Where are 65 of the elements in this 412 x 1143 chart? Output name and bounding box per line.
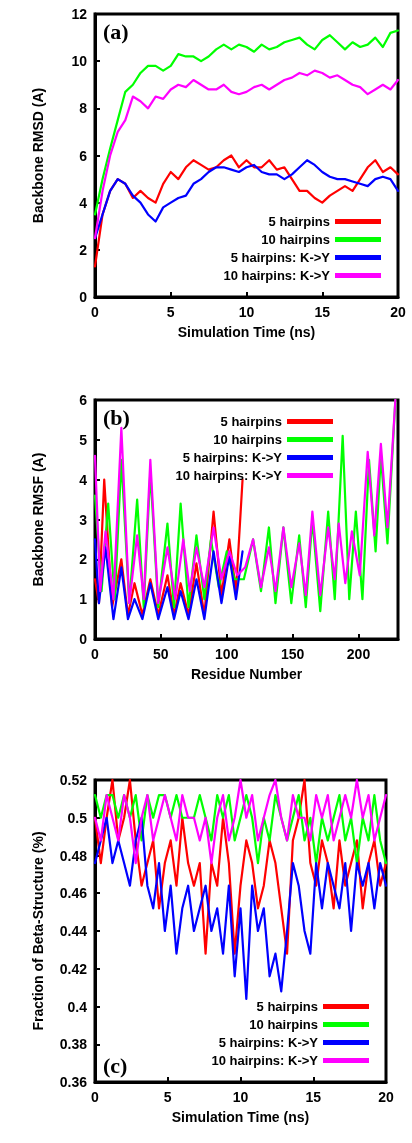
y-tick-label: 0.4	[67, 998, 88, 1015]
x-tick-label: 10	[232, 1089, 249, 1105]
line-series	[93, 154, 400, 268]
x-tick-label: 5	[163, 1089, 172, 1105]
x-tick-label: 20	[378, 1089, 394, 1105]
y-tick-label: 0.46	[59, 885, 88, 902]
legend-label: 5 hairpins	[256, 999, 318, 1014]
x-tick-label: 150	[280, 646, 305, 662]
legend-label: 10 hairpins: K->Y	[223, 268, 331, 283]
y-tick-label: 0.52	[59, 772, 88, 788]
y-tick-label: 0.48	[59, 847, 88, 864]
x-tick-label: 50	[153, 646, 169, 662]
annotation: (c)	[103, 1052, 128, 1078]
line-series	[93, 794, 388, 865]
y-axis-title: Backbone RMSD (A)	[30, 87, 46, 224]
line-series	[93, 778, 388, 955]
y-tick-label: 0	[79, 631, 88, 647]
legend-label: 5 hairpins	[268, 214, 330, 229]
x-tick-label: 0	[91, 304, 100, 320]
legend-label: 10 hairpins	[249, 1017, 318, 1032]
y-tick-label: 2	[79, 551, 88, 568]
y-axis-title: Backbone RMSF (A)	[30, 452, 46, 587]
y-tick-label: 2	[79, 241, 88, 258]
y-tick-label: 0.44	[59, 923, 88, 939]
legend-label: 5 hairpins: K->Y	[218, 1035, 319, 1050]
y-tick-label: 4	[79, 471, 88, 488]
y-tick-label: 4	[79, 194, 88, 211]
x-axis-title: Residue Number	[190, 666, 303, 682]
y-tick-label: 5	[79, 431, 88, 448]
y-tick-label: 0.5	[67, 809, 88, 826]
y-tick-label: 1	[79, 591, 88, 608]
x-tick-label: 200	[346, 646, 371, 662]
legend-label: 10 hairpins	[261, 232, 330, 247]
legend-label: 5 hairpins	[220, 414, 282, 429]
y-tick-label: 12	[71, 6, 88, 22]
x-tick-label: 15	[305, 1089, 322, 1105]
x-tick-label: 10	[238, 304, 255, 320]
legend-label: 5 hairpins: K->Y	[182, 450, 283, 465]
line-series	[93, 778, 388, 865]
legend-label: 10 hairpins: K->Y	[175, 468, 283, 483]
y-tick-label: 0	[79, 289, 88, 305]
line-series	[93, 816, 388, 1001]
x-tick-label: 5	[166, 304, 175, 320]
y-tick-label: 0.38	[59, 1036, 88, 1053]
x-tick-label: 0	[91, 1089, 100, 1105]
y-tick-label: 8	[79, 100, 88, 117]
legend-label: 10 hairpins	[213, 432, 282, 447]
y-tick-label: 10	[71, 53, 88, 70]
x-tick-label: 20	[390, 304, 406, 320]
y-tick-label: 6	[79, 147, 88, 164]
annotation: (a)	[103, 18, 129, 44]
y-tick-label: 6	[79, 392, 88, 408]
y-axis-title: Fraction of Beta-Structure (%)	[30, 831, 46, 1031]
legend-label: 5 hairpins: K->Y	[230, 250, 331, 265]
y-tick-label: 3	[79, 511, 88, 528]
annotation: (b)	[103, 404, 130, 430]
legend-label: 10 hairpins: K->Y	[211, 1053, 319, 1068]
x-tick-label: 100	[215, 646, 239, 662]
y-tick-label: 0.42	[59, 960, 88, 977]
x-axis-title: Simulation Time (ns)	[177, 324, 316, 340]
x-tick-label: 0	[91, 646, 100, 662]
x-tick-label: 15	[314, 304, 331, 320]
line-series	[93, 538, 244, 621]
y-tick-label: 0.36	[59, 1074, 88, 1090]
x-axis-title: Simulation Time (ns)	[171, 1109, 310, 1125]
